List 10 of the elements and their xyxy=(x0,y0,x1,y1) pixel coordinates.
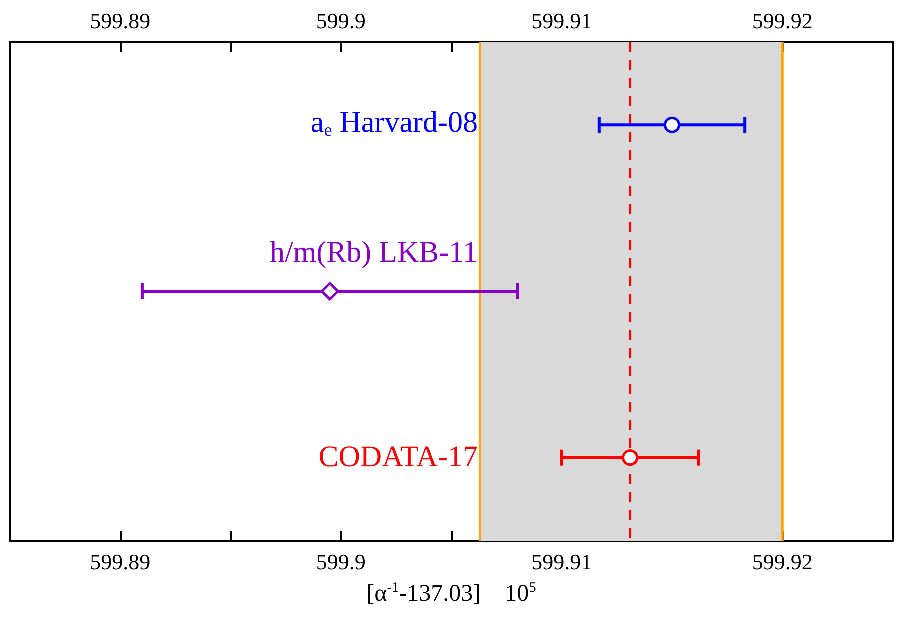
series-label: h/m(Rb) LKB-11 xyxy=(270,236,478,269)
x2-tick-label: 599.91 xyxy=(532,8,592,34)
x-tick-label: 599.89 xyxy=(90,550,151,574)
x2-tick-label: 599.9 xyxy=(316,8,366,34)
text: CODATA-17 xyxy=(318,440,478,474)
x-tick-label: 599.9 xyxy=(316,550,366,574)
x-tick-label: 599.92 xyxy=(752,550,813,574)
x2-tick-label: 599.92 xyxy=(752,8,813,34)
x-tick-label: 599.91 xyxy=(532,550,592,574)
x2-tick-label: 599.89 xyxy=(90,8,151,34)
